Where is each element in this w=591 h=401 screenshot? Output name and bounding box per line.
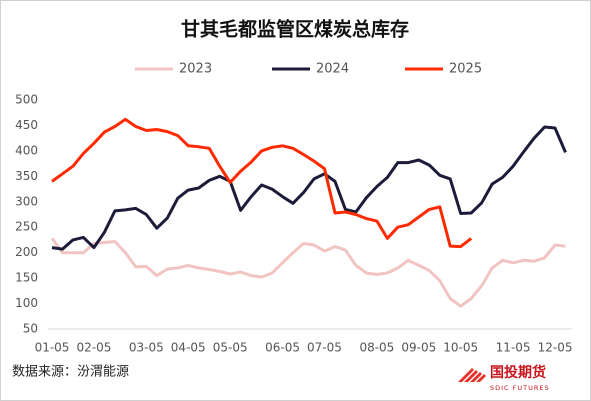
- x-tick-label: 09-05: [401, 341, 436, 355]
- y-tick-label: 450: [15, 118, 38, 132]
- y-tick-label: 300: [15, 194, 38, 208]
- y-tick-label: 400: [15, 143, 38, 157]
- logo-subtitle: SDIC FUTURES: [490, 384, 550, 392]
- y-tick-label: 200: [15, 245, 38, 259]
- series-line: [50, 237, 566, 308]
- x-tick-label: 01-05: [35, 341, 70, 355]
- logo-name: 国投期货: [490, 364, 546, 381]
- logo: 国投期货 SDIC FUTURES: [458, 364, 550, 392]
- legend-label: 2023: [179, 62, 212, 77]
- x-tick-label: 08-05: [359, 341, 394, 355]
- logo-icon: [458, 368, 486, 382]
- y-tick-label: 350: [15, 169, 38, 183]
- x-tick-label: 06-05: [265, 341, 300, 355]
- x-tick-label: 05-05: [213, 341, 248, 355]
- y-tick-label: 50: [23, 322, 38, 336]
- chart-title: 甘其毛都监管区煤炭总库存: [181, 18, 409, 41]
- x-tick-label: 04-05: [171, 341, 206, 355]
- y-tick-label: 500: [15, 93, 38, 107]
- legend-label: 2024: [316, 62, 349, 77]
- x-tick-label: 02-05: [76, 341, 111, 355]
- x-tick-label: 07-05: [307, 341, 342, 355]
- legend-label: 2025: [449, 62, 482, 77]
- x-tick-label: 12-05: [538, 341, 573, 355]
- y-tick-label: 100: [15, 296, 38, 310]
- source: 数据来源：汾渭能源: [12, 365, 129, 380]
- x-tick-label: 11-05: [496, 341, 531, 355]
- y-tick-label: 250: [15, 220, 38, 234]
- series-line: [51, 117, 473, 249]
- series-line: [51, 125, 567, 251]
- x-tick-label: 03-05: [129, 341, 164, 355]
- x-tick-label: 10-05: [443, 341, 478, 355]
- y-tick-label: 150: [15, 271, 38, 285]
